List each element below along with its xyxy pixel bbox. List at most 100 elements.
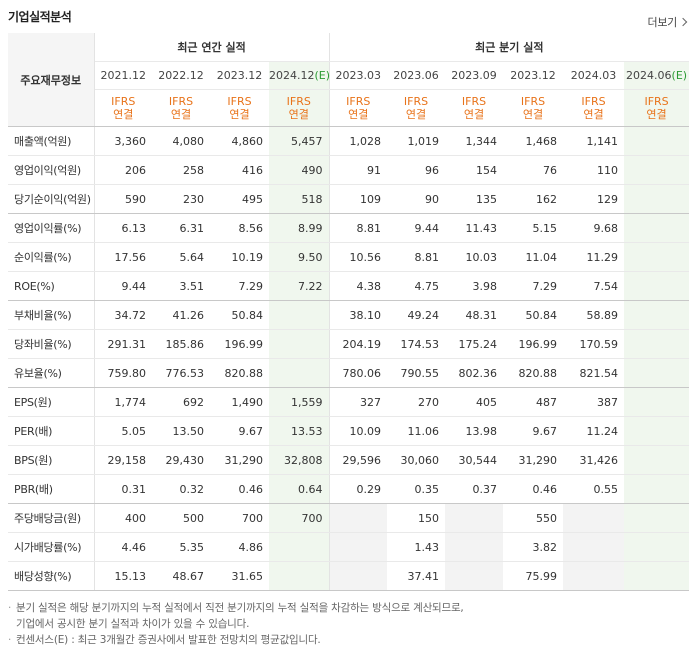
cell-value: 150 (387, 503, 446, 533)
cell-value: 0.31 (94, 474, 152, 504)
basis-standard: IFRS (346, 95, 371, 108)
cell-value: 185.86 (152, 329, 210, 359)
cell-value: 162 (503, 184, 564, 214)
table-row: 영업이익(억원) 206 258 416 490 91 96 154 76 110 (8, 155, 690, 185)
cell-value: 1,468 (503, 126, 564, 156)
row-label: 당좌비율(%) (8, 329, 95, 359)
cell-value (624, 300, 690, 330)
cell-value: 32,808 (269, 445, 330, 475)
table-row: BPS(원) 29,158 29,430 31,290 32,808 29,596 30,0… (8, 445, 690, 475)
cell-value: 11.29 (563, 242, 625, 272)
table-row: 매출액(억원) 3,360 4,080 4,860 5,457 1,028 1,019 1,3… (8, 126, 690, 156)
cell-value: 48.67 (152, 561, 210, 591)
cell-value: 3.51 (152, 271, 210, 301)
cell-value: 154 (445, 155, 504, 185)
cell-value: 204.19 (329, 329, 388, 359)
cell-value: 30,544 (445, 445, 504, 475)
cell-value: 135 (445, 184, 504, 214)
cell-value: 820.88 (210, 358, 269, 388)
row-label: 영업이익(억원) (8, 155, 95, 185)
basis-scope: 연결 (170, 108, 192, 121)
basis-scope: 연결 (405, 108, 427, 121)
cell-value: 11.24 (563, 416, 625, 446)
period-header: 2024.06(E) (624, 61, 690, 90)
cell-value (624, 387, 690, 417)
basis-header: IFRS 연결 (563, 89, 625, 127)
cell-value: 29,430 (152, 445, 210, 475)
table-row: 부채비율(%) 34.72 41.26 50.84 38.10 49.24 48.31 50.… (8, 300, 690, 330)
table-row: 영업이익률(%) 6.13 6.31 8.56 8.99 8.81 9.44 11.43 5.1… (8, 213, 690, 243)
cell-value: 7.54 (563, 271, 625, 301)
cell-value: 50.84 (210, 300, 269, 330)
period-header: 2023.03 (329, 61, 388, 90)
footnote: · 컨센서스(E) : 최근 3개월간 증권사에서 발표한 전망치의 평균값입니다… (8, 634, 321, 646)
cell-value (624, 184, 690, 214)
table-row: ROE(%) 9.44 3.51 7.29 7.22 4.38 4.75 3.98 7.29 7.… (8, 271, 690, 301)
basis-header: IFRS 연결 (445, 89, 504, 127)
cell-value: 31,290 (503, 445, 564, 475)
cell-value: 0.46 (210, 474, 269, 504)
cell-value: 206 (94, 155, 152, 185)
cell-value: 10.19 (210, 242, 269, 272)
period-row: 2021.12 2022.12 2023.12 2024.12(E) 2023.03 20… (8, 61, 690, 90)
row-label: 주당배당금(원) (8, 503, 95, 533)
cell-value: 38.10 (329, 300, 388, 330)
financial-table: 주요재무정보 최근 연간 실적 최근 분기 실적 2021.12 2022.12 2… (8, 33, 690, 591)
period-header: 2023.12 (210, 61, 269, 90)
cell-value: 96 (387, 155, 446, 185)
cell-value (269, 358, 330, 388)
basis-standard: IFRS (286, 95, 311, 108)
cell-value: 327 (329, 387, 388, 417)
cell-value (624, 561, 690, 591)
cell-value: 9.44 (94, 271, 152, 301)
footnotes: · 분기 실적은 해당 분기까지의 누적 실적에서 직전 분기까지의 누적 실적을… (8, 600, 464, 648)
period-name: 2023.03 (335, 69, 382, 82)
table-row: PER(배) 5.05 13.50 9.67 13.53 10.09 11.06 13.98 9… (8, 416, 690, 446)
basis-standard: IFRS (111, 95, 136, 108)
basis-header: IFRS 연결 (94, 89, 152, 127)
period-name: 2023.06 (393, 69, 439, 82)
cell-value: 8.99 (269, 213, 330, 243)
table-row: EPS(원) 1,774 692 1,490 1,559 327 270 405 487 387 (8, 387, 690, 417)
cell-value: 4.75 (387, 271, 446, 301)
cell-value: 1,774 (94, 387, 152, 417)
cell-value: 4.46 (94, 532, 152, 562)
basis-standard: IFRS (581, 95, 606, 108)
cell-value: 230 (152, 184, 210, 214)
cell-value: 29,596 (329, 445, 388, 475)
cell-value (329, 503, 388, 533)
cell-value: 518 (269, 184, 330, 214)
cell-value (329, 561, 388, 591)
cell-value: 9.68 (563, 213, 625, 243)
cell-value: 175.24 (445, 329, 504, 359)
basis-scope: 연결 (288, 108, 309, 121)
cell-value (563, 503, 625, 533)
table-row: 순이익률(%) 17.56 5.64 10.19 9.50 10.56 8.81 10.03 1… (8, 242, 690, 272)
cell-value: 3,360 (94, 126, 152, 156)
cell-value: 13.53 (269, 416, 330, 446)
section-title: 기업실적분석 (8, 10, 72, 24)
cell-value: 50.84 (503, 300, 564, 330)
basis-header: IFRS 연결 (624, 89, 690, 127)
quarter-group-header: 최근 분기 실적 (329, 33, 690, 62)
more-link[interactable]: 더보기 (648, 14, 688, 30)
cell-value: 31,426 (563, 445, 625, 475)
row-label: EPS(원) (8, 387, 95, 417)
period-name: 2022.12 (158, 69, 204, 82)
cell-value: 5.35 (152, 532, 210, 562)
row-label: BPS(원) (8, 445, 95, 475)
basis-scope: 연결 (463, 108, 485, 121)
cell-value: 405 (445, 387, 504, 417)
cell-value (269, 300, 330, 330)
cell-value: 13.98 (445, 416, 504, 446)
cell-value (624, 329, 690, 359)
cell-value (624, 358, 690, 388)
basis-standard: IFRS (644, 95, 669, 108)
cell-value: 196.99 (210, 329, 269, 359)
footnote: · 분기 실적은 해당 분기까지의 누적 실적에서 직전 분기까지의 누적 실적을… (8, 602, 464, 614)
cell-value: 5.15 (503, 213, 564, 243)
cell-value (563, 532, 625, 562)
row-label: PBR(배) (8, 474, 95, 504)
label-header: 주요재무정보 (8, 33, 95, 127)
cell-value: 0.46 (503, 474, 564, 504)
